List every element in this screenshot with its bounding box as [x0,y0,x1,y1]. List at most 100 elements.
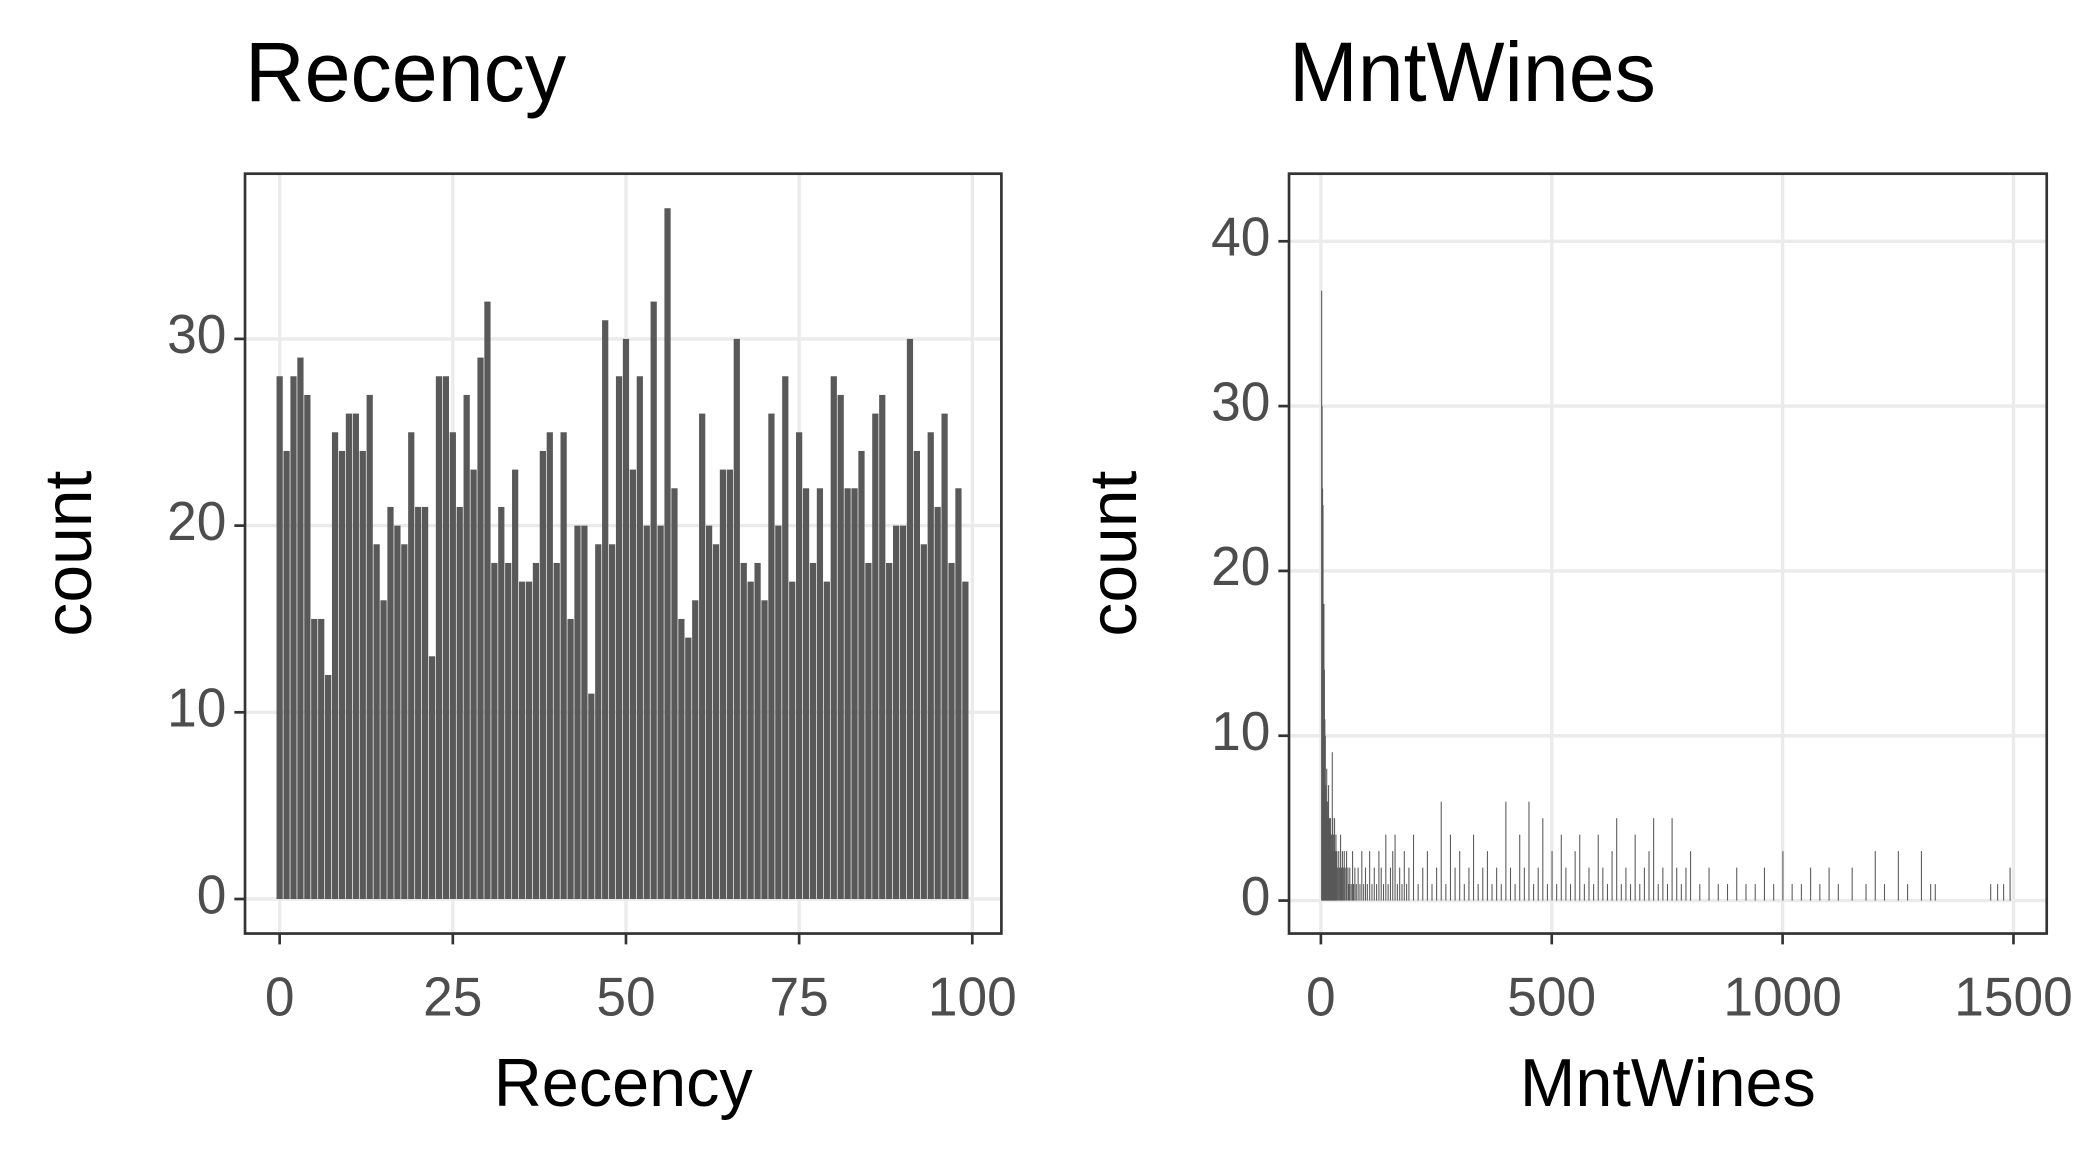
bar [789,581,796,900]
bar [1338,851,1340,901]
bar [740,562,747,900]
bar [1354,867,1356,901]
x-axis-label: Recency [494,1046,753,1122]
bar [747,581,754,900]
bar [892,525,900,900]
bar [498,506,505,900]
bar [1754,884,1756,901]
y-tick-label: 10 [167,678,226,739]
bar [2009,867,2011,901]
bar [1920,851,1922,901]
bar [1611,851,1613,901]
bar [955,488,962,900]
bar [733,338,740,900]
bar [1339,867,1341,901]
bar [470,469,477,900]
bar [1560,834,1562,901]
bar [595,544,602,900]
bar [1412,834,1415,901]
bar [1385,834,1387,901]
bar [1344,867,1346,901]
bar [1376,884,1378,901]
bar [1874,851,1876,901]
bar [1556,884,1558,901]
bar [615,376,623,900]
bar [1355,884,1357,901]
bar [872,413,879,900]
bar [1819,884,1821,901]
bar [1514,884,1516,901]
panel-border [1287,172,2049,935]
bar [622,338,630,900]
bar [1533,884,1535,901]
bar [837,394,844,900]
bar [352,413,359,900]
bar [1934,884,1936,901]
bar [1639,884,1641,901]
x-tick-label: 1000 [1723,967,1841,1028]
bar [609,544,616,900]
bar [671,488,678,900]
panel-background [1289,173,2047,934]
bar [1340,834,1342,901]
bar [719,469,727,900]
bar [844,488,851,900]
bar [1477,884,1479,901]
bar [1509,867,1512,901]
bar [1528,801,1530,901]
bar [948,562,955,900]
bar [1340,867,1343,901]
bar [1347,867,1349,901]
x-axis-label: MntWines [1520,1046,1816,1122]
bar [1359,884,1361,901]
bar [685,637,692,900]
bar [1449,834,1451,901]
bar [366,394,373,900]
bar [602,320,609,900]
bar [1336,851,1338,901]
bar [331,432,339,900]
bar [941,413,948,900]
bar [920,544,927,900]
bar [290,376,297,900]
bar [283,450,290,900]
bar [1763,867,1765,901]
bar [1828,867,1830,901]
bar [1505,801,1507,901]
bar [1371,884,1373,901]
chart-title: Recency [245,25,566,119]
bar [830,376,837,900]
bar [1445,884,1447,901]
y-tick-label: 30 [167,305,226,366]
bar [311,618,318,900]
bar [1337,867,1339,901]
bar [1782,851,1784,901]
bar [1773,884,1775,901]
bar [650,301,657,900]
bar [525,581,533,900]
bar [802,488,810,900]
bar [1348,884,1350,901]
bar [442,376,450,900]
bar [1500,884,1502,901]
bar [1519,834,1521,901]
bar [1463,884,1465,901]
bar [380,600,387,900]
bar [1382,884,1385,901]
bar [1473,834,1475,901]
bar [1537,867,1539,901]
bar [387,506,394,900]
bar [1657,884,1659,901]
bar [1810,867,1812,901]
bar [1897,851,1899,901]
bar [532,562,540,900]
bar [1907,884,1909,901]
bar [865,562,872,900]
bar [1699,884,1701,901]
bar [1643,867,1645,901]
bar [1883,884,1886,901]
bar [553,562,560,900]
bar [1717,884,1719,901]
bar [359,450,366,900]
bar [899,525,907,900]
